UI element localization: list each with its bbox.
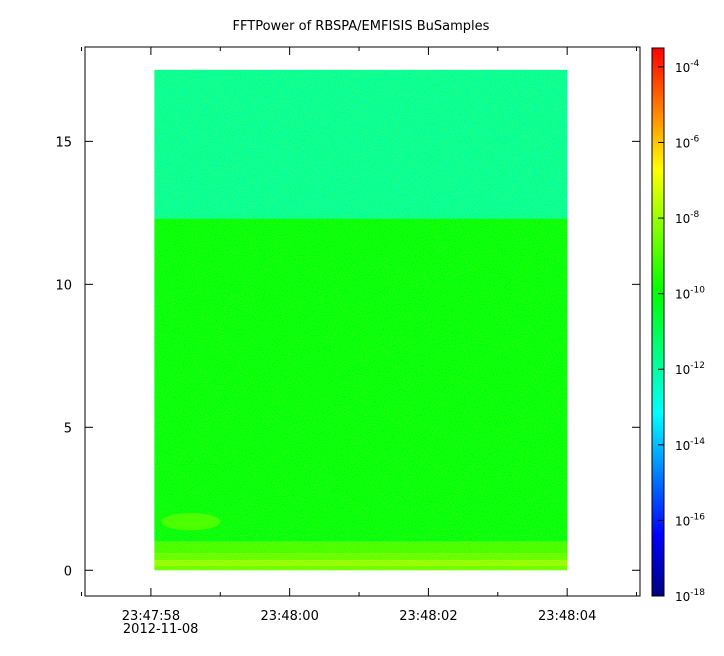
- chart-title: FFTPower of RBSPA/EMFISIS BuSamples: [233, 19, 490, 34]
- colorbar-tick-label: 10-8: [675, 210, 700, 226]
- colorbar-tick-exponent: -12: [690, 361, 705, 371]
- colorbar-tick-exponent: -4: [690, 59, 699, 69]
- colorbar-gradient: [652, 48, 664, 596]
- heatmap-band-speckle-4: [154, 218, 568, 542]
- colorbar-tick-label: 10-10: [675, 286, 705, 302]
- colorbar-tick-exponent: -16: [690, 512, 705, 522]
- heatmap-band-speckle-2: [154, 553, 568, 561]
- colorbar-tick-base: 10: [675, 439, 690, 453]
- y-tick-label: 5: [64, 421, 72, 436]
- colorbar-tick-base: 10: [675, 288, 690, 302]
- x-tick-date-label: 2012-11-08: [123, 622, 199, 637]
- heatmap-layer: [154, 69, 568, 571]
- heatmap-band-speckle-3: [154, 541, 568, 554]
- colorbar-tick-label: 10-6: [675, 134, 700, 150]
- heatmap-band-speckle-5: [154, 69, 568, 219]
- heatmap-band-speckle-1: [154, 560, 568, 566]
- colorbar-tick-base: 10: [675, 61, 690, 75]
- colorbar-tick-exponent: -8: [690, 210, 699, 220]
- colorbar-tick-label: 10-16: [675, 512, 705, 528]
- colorbar-tick-exponent: -10: [690, 286, 705, 296]
- colorbar-tick-base: 10: [675, 212, 690, 226]
- colorbar-tick-exponent: -18: [690, 588, 705, 598]
- x-tick-label: 23:48:04: [538, 609, 596, 624]
- x-tick-label: 23:48:02: [399, 609, 457, 624]
- colorbar-tick-base: 10: [675, 514, 690, 528]
- colorbar-tick-base: 10: [675, 590, 690, 604]
- y-tick-label: 15: [55, 135, 72, 150]
- colorbar-tick-base: 10: [675, 363, 690, 377]
- y-tick-label: 10: [55, 278, 72, 293]
- colorbar-tick-label: 10-14: [675, 437, 705, 453]
- colorbar-tick-base: 10: [675, 136, 690, 150]
- colorbar-tick-label: 10-4: [675, 59, 700, 75]
- colorbar-tick-label: 10-18: [675, 588, 705, 604]
- y-tick-label: 0: [64, 564, 72, 579]
- colorbar-tick-label: 10-12: [675, 361, 705, 377]
- heatmap-band-speckle-0: [154, 565, 568, 571]
- x-tick-label: 23:48:00: [260, 609, 318, 624]
- y-axis: 0 5 10 15: [55, 135, 640, 579]
- colorbar-tick-exponent: -6: [690, 134, 699, 144]
- colorbar-tick-exponent: -14: [690, 437, 705, 447]
- heatmap-feature-0: [161, 513, 221, 531]
- x-tick-label: 23:47:58: [122, 609, 180, 624]
